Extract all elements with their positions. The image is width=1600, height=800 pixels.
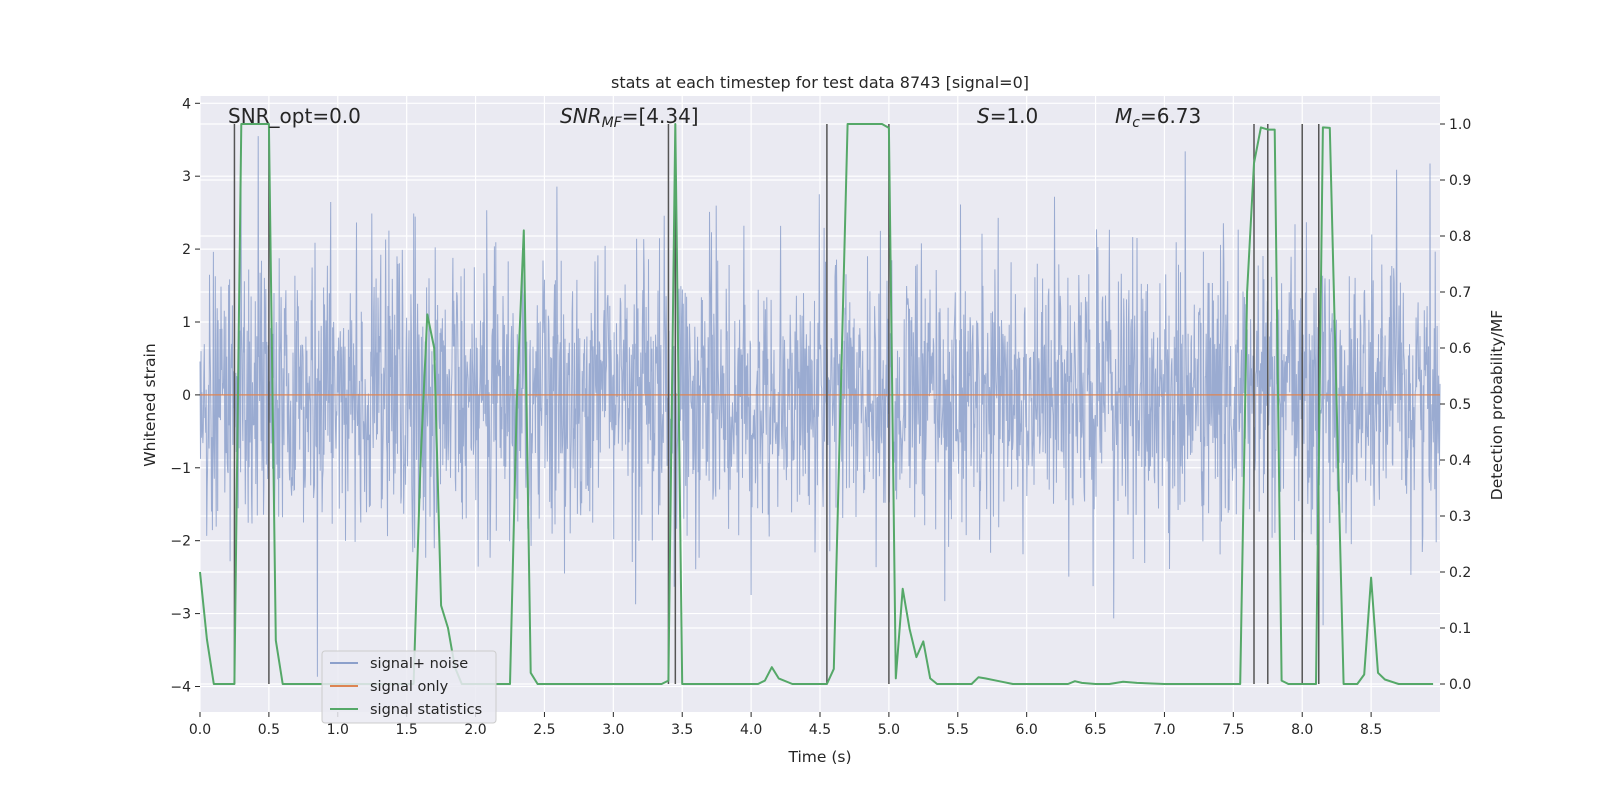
y-left-tick-label-6: −2	[170, 534, 191, 550]
annotation-mc-value: =6.73	[1140, 104, 1201, 128]
legend-label-signal-noise: signal+ noise	[370, 656, 468, 672]
x-tick-label-8: 4.0	[740, 722, 762, 738]
legend: signal+ noise signal only signal statist…	[321, 650, 497, 724]
y-right-tick-label-0: 1.0	[1449, 117, 1471, 133]
x-tick-label-4: 2.0	[464, 722, 486, 738]
annotation-s-label: S	[977, 104, 990, 128]
y-right-tick-label-9: 0.1	[1449, 621, 1471, 637]
annotation-snr-mf: SNRMF=[4.34]	[560, 104, 699, 131]
y-left-tick-label-1: 3	[182, 169, 191, 185]
annotation-mc-sub: c	[1132, 115, 1140, 131]
y-left-tick-label-0: 4	[182, 96, 191, 112]
x-tick-label-9: 4.5	[809, 722, 831, 738]
vertical-markers	[233, 124, 1320, 684]
x-axis-ticks: 0.0 0.5 1.0 1.5 2.0 2.5 3.0 3.5 4.0 4.5 5.0 5.5 6.0 6…	[189, 712, 1382, 738]
x-tick-label-10: 5.0	[878, 722, 900, 738]
annotation-mc-label: M	[1115, 104, 1132, 128]
y-left-tick-label-7: −3	[170, 607, 191, 623]
y-axis-right-label: Detection probability/MF	[1488, 310, 1506, 501]
x-tick-label-1: 0.5	[258, 722, 280, 738]
x-tick-label-14: 7.0	[1153, 722, 1175, 738]
x-tick-label-5: 2.5	[533, 722, 555, 738]
x-tick-label-17: 8.5	[1360, 722, 1382, 738]
y-left-tick-label-2: 2	[182, 242, 191, 258]
y-right-tick-label-6: 0.4	[1449, 453, 1471, 469]
x-tick-label-16: 8.0	[1291, 722, 1313, 738]
legend-label-signal-only: signal only	[370, 679, 449, 695]
y-axis-left-label: Whitened strain	[141, 343, 159, 466]
y-right-tick-label-3: 0.7	[1449, 285, 1471, 301]
y-left-tick-label-4: 0	[182, 388, 191, 404]
x-tick-label-0: 0.0	[189, 722, 211, 738]
y-right-tick-label-2: 0.8	[1449, 229, 1471, 245]
legend-label-signal-statistics: signal statistics	[370, 702, 482, 718]
annotation-s: S=1.0	[977, 104, 1038, 128]
x-tick-label-6: 3.0	[602, 722, 624, 738]
x-tick-label-3: 1.5	[396, 722, 418, 738]
x-tick-label-13: 6.5	[1084, 722, 1106, 738]
x-tick-label-11: 5.5	[947, 722, 969, 738]
y-right-tick-label-4: 0.6	[1449, 341, 1471, 357]
annotation-s-value: =1.0	[990, 104, 1039, 128]
signal-noise-line	[199, 136, 1441, 677]
y-right-tick-label-5: 0.5	[1449, 397, 1471, 413]
annotation-snr-mf-sub: MF	[602, 115, 623, 131]
signal-noise-series	[199, 136, 1441, 677]
y-left-tick-label-3: 1	[182, 315, 191, 331]
x-tick-label-7: 3.5	[671, 722, 693, 738]
y-axis-left-ticks: 4 3 2 1 0 −1 −2 −3 −4	[170, 96, 200, 695]
x-tick-label-12: 6.0	[1016, 722, 1038, 738]
x-axis-label: Time (s)	[787, 748, 851, 766]
chart-title: stats at each timestep for test data 874…	[611, 73, 1029, 92]
legend-box	[321, 650, 497, 724]
y-right-tick-label-1: 0.9	[1449, 173, 1471, 189]
annotation-mc: Mc=6.73	[1115, 104, 1201, 131]
annotation-snr-opt: SNR_opt=0.0	[228, 104, 361, 128]
y-right-tick-label-7: 0.3	[1449, 509, 1471, 525]
x-tick-label-2: 1.0	[327, 722, 349, 738]
annotation-snr-mf-value: =[4.34]	[622, 104, 699, 128]
y-right-tick-label-10: 0.0	[1449, 677, 1471, 693]
y-left-tick-label-8: −4	[170, 679, 191, 695]
y-right-tick-label-8: 0.2	[1449, 565, 1471, 581]
x-tick-label-15: 7.5	[1222, 722, 1244, 738]
annotation-snr-mf-label: SNR	[560, 104, 602, 128]
y-left-tick-label-5: −1	[170, 461, 191, 477]
y-axis-right-ticks: 1.0 0.9 0.8 0.7 0.6 0.5 0.4 0.3 0.2 0.1 0.0	[1440, 117, 1471, 693]
